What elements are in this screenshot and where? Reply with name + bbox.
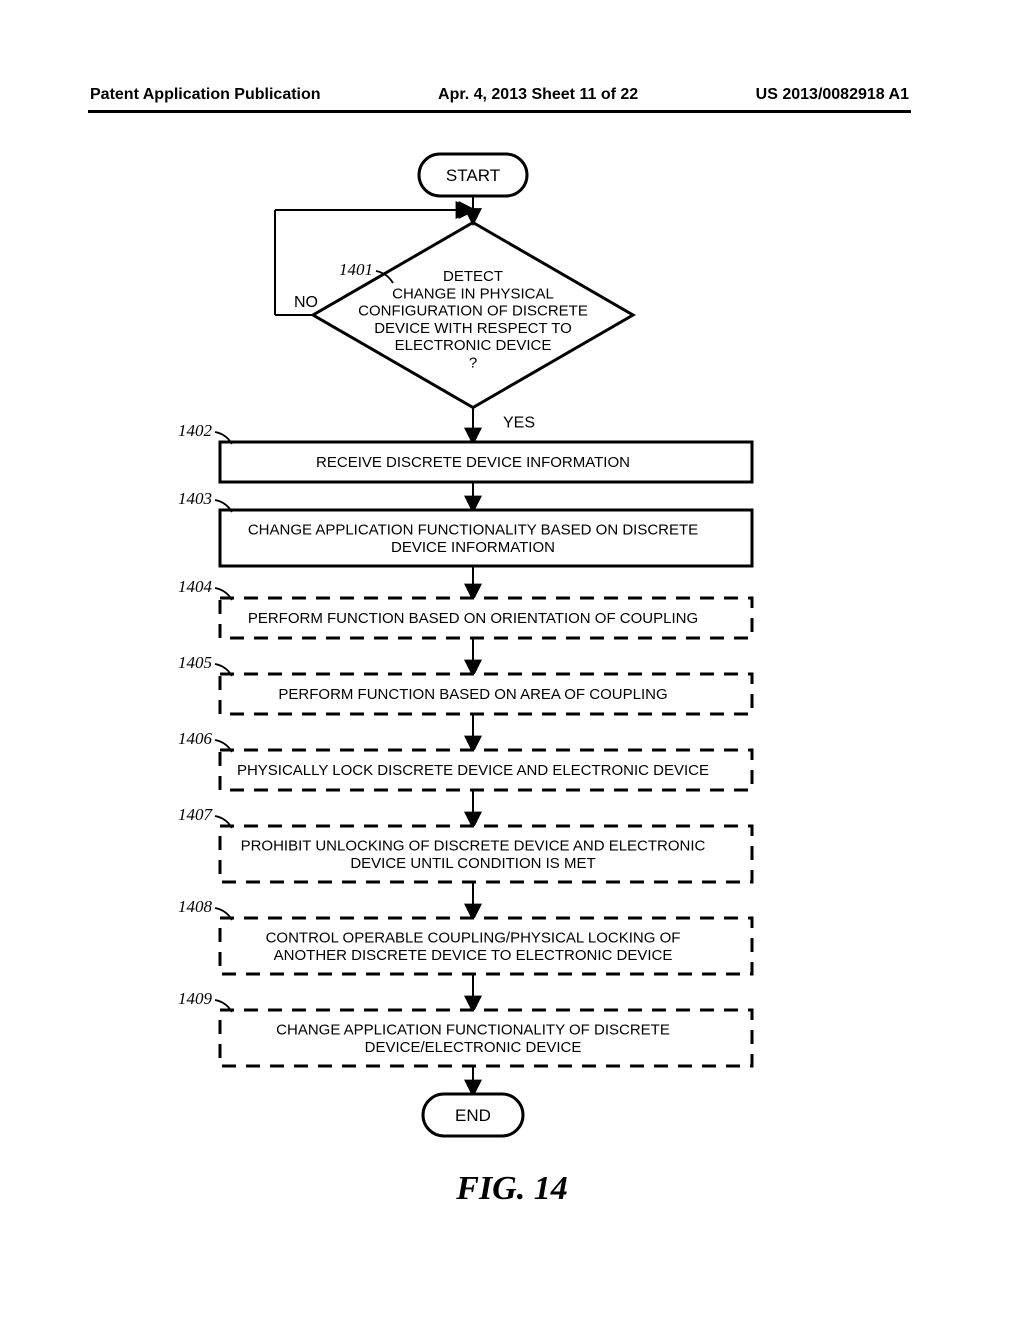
svg-text:1402: 1402 — [178, 421, 213, 440]
svg-text:DETECT: DETECT — [443, 268, 503, 285]
svg-text:?: ? — [469, 354, 477, 371]
svg-text:1407: 1407 — [178, 805, 214, 824]
svg-text:1406: 1406 — [178, 729, 213, 748]
svg-text:DEVICE WITH RESPECT TO: DEVICE WITH RESPECT TO — [374, 320, 572, 337]
svg-text:1404: 1404 — [178, 577, 213, 596]
svg-text:1403: 1403 — [178, 489, 212, 508]
svg-text:END: END — [455, 1106, 491, 1125]
svg-text:CONFIGURATION OF DISCRETE: CONFIGURATION OF DISCRETE — [358, 303, 588, 320]
header-center: Apr. 4, 2013 Sheet 11 of 22 — [438, 86, 638, 104]
svg-text:CHANGE IN PHYSICAL: CHANGE IN PHYSICAL — [392, 285, 554, 302]
header-right: US 2013/0082918 A1 — [756, 86, 909, 104]
page-header: Patent Application Publication Apr. 4, 2… — [90, 86, 909, 104]
figure-label: FIG. 14 — [0, 1170, 1024, 1208]
svg-text:CHANGE APPLICATION FUNCTIONALI: CHANGE APPLICATION FUNCTIONALITY BASED O… — [248, 522, 698, 539]
svg-text:1401: 1401 — [339, 260, 373, 279]
svg-text:ELECTRONIC DEVICE: ELECTRONIC DEVICE — [395, 337, 552, 354]
svg-text:ANOTHER DISCRETE DEVICE TO ELE: ANOTHER DISCRETE DEVICE TO ELECTRONIC DE… — [274, 947, 673, 964]
svg-text:DEVICE INFORMATION: DEVICE INFORMATION — [391, 539, 555, 556]
svg-text:PERFORM FUNCTION BASED ON ORIE: PERFORM FUNCTION BASED ON ORIENTATION OF… — [248, 610, 698, 627]
svg-text:CONTROL OPERABLE COUPLING/PHYS: CONTROL OPERABLE COUPLING/PHYSICAL LOCKI… — [266, 930, 681, 947]
flowchart: START DETECTCHANGE IN PHYSICALCONFIGURATI… — [0, 140, 1024, 1260]
svg-text:DEVICE/ELECTRONIC DEVICE: DEVICE/ELECTRONIC DEVICE — [365, 1039, 582, 1056]
svg-text:1408: 1408 — [178, 897, 213, 916]
svg-text:PHYSICALLY LOCK DISCRETE DEVIC: PHYSICALLY LOCK DISCRETE DEVICE AND ELEC… — [237, 762, 709, 779]
page: Patent Application Publication Apr. 4, 2… — [0, 0, 1024, 1320]
svg-text:PERFORM FUNCTION BASED ON AREA: PERFORM FUNCTION BASED ON AREA OF COUPLI… — [278, 686, 667, 703]
svg-text:NO: NO — [294, 294, 318, 311]
svg-text:1405: 1405 — [178, 653, 212, 672]
header-left: Patent Application Publication — [90, 86, 321, 104]
svg-text:DEVICE UNTIL CONDITION IS MET: DEVICE UNTIL CONDITION IS MET — [350, 855, 595, 872]
svg-text:RECEIVE DISCRETE DEVICE INFORM: RECEIVE DISCRETE DEVICE INFORMATION — [316, 454, 630, 471]
svg-text:1409: 1409 — [178, 989, 213, 1008]
svg-text:YES: YES — [503, 415, 535, 432]
header-rule — [88, 110, 911, 113]
svg-text:START: START — [446, 166, 500, 185]
svg-text:CHANGE APPLICATION FUNCTIONALI: CHANGE APPLICATION FUNCTIONALITY OF DISC… — [276, 1022, 670, 1039]
svg-text:PROHIBIT UNLOCKING OF DISCRETE: PROHIBIT UNLOCKING OF DISCRETE DEVICE AN… — [241, 838, 706, 855]
